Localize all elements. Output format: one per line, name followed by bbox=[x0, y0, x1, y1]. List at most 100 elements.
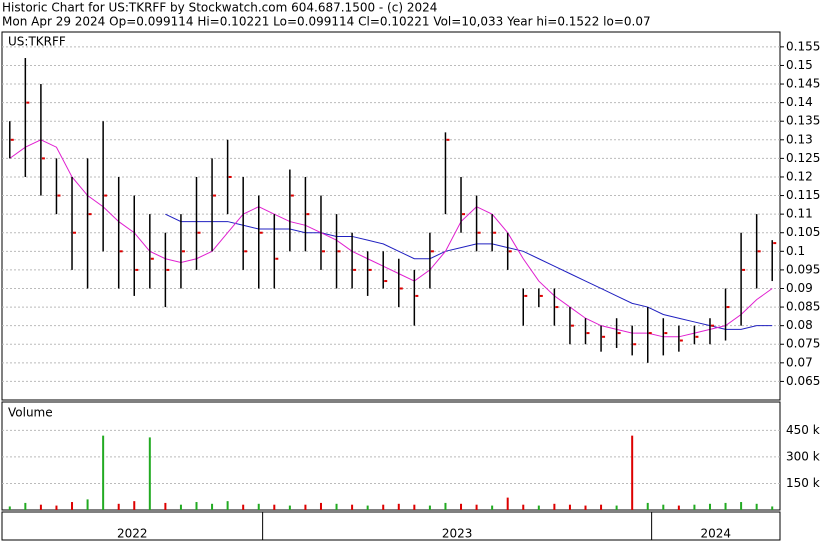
volume-bar bbox=[273, 504, 276, 510]
close-dot bbox=[399, 287, 403, 290]
close-dot bbox=[586, 332, 590, 335]
close-dot bbox=[275, 257, 279, 260]
ma-short-line bbox=[9, 139, 773, 338]
close-dot bbox=[166, 268, 170, 271]
close-dot bbox=[757, 250, 761, 253]
close-dot bbox=[88, 213, 92, 216]
volume-bar bbox=[740, 502, 743, 510]
close-dot bbox=[524, 294, 528, 297]
volume-bar bbox=[351, 504, 354, 510]
x-tick-label: 2024 bbox=[701, 527, 732, 541]
y-tick-label: 0.155 bbox=[786, 39, 820, 53]
volume-bar bbox=[600, 504, 603, 510]
close-dot bbox=[726, 306, 730, 309]
y-tick-label: 0.075 bbox=[786, 337, 820, 351]
close-dot bbox=[104, 194, 108, 197]
close-dot bbox=[244, 250, 248, 253]
close-dot bbox=[228, 175, 232, 178]
volume-bar bbox=[708, 503, 711, 510]
close-dot bbox=[773, 242, 777, 245]
y-tick-label: 0.095 bbox=[786, 262, 820, 276]
close-dot bbox=[493, 231, 497, 234]
y-tick-label: 0.105 bbox=[786, 225, 820, 239]
close-dot bbox=[353, 268, 357, 271]
close-dot bbox=[119, 250, 123, 253]
close-dot bbox=[197, 231, 201, 234]
volume-bar bbox=[397, 503, 400, 510]
volume-bar bbox=[148, 437, 151, 510]
volume-bar bbox=[382, 504, 385, 510]
volume-bar bbox=[444, 502, 447, 510]
close-dot bbox=[695, 335, 699, 338]
y-tick-label: 0.11 bbox=[786, 207, 813, 221]
close-dot bbox=[710, 324, 714, 327]
close-dot bbox=[664, 332, 668, 335]
volume-bar bbox=[724, 502, 727, 510]
volume-bar bbox=[366, 505, 369, 510]
y-tick-label: 0.12 bbox=[786, 169, 813, 183]
close-dot bbox=[26, 101, 30, 104]
close-dot bbox=[368, 268, 372, 271]
close-dot bbox=[259, 231, 263, 234]
ma-long-line bbox=[165, 213, 773, 330]
volume-bar bbox=[55, 505, 58, 510]
y-tick-label: 0.07 bbox=[786, 355, 813, 369]
volume-bar bbox=[304, 504, 307, 510]
volume-bar bbox=[71, 502, 74, 510]
volume-bar bbox=[226, 501, 229, 510]
y-tick-label: 150 k bbox=[786, 476, 820, 490]
volume-bar bbox=[491, 505, 494, 510]
close-dot bbox=[570, 324, 574, 327]
close-dot bbox=[648, 332, 652, 335]
volume-bar bbox=[242, 504, 245, 510]
y-tick-label: 0.065 bbox=[786, 374, 820, 388]
volume-bar bbox=[522, 504, 525, 510]
date-panel bbox=[1, 511, 781, 541]
volume-bar bbox=[164, 502, 167, 510]
volume-bar bbox=[24, 502, 27, 510]
volume-bar bbox=[755, 503, 758, 510]
price-panel bbox=[1, 31, 781, 401]
volume-label: Volume bbox=[8, 406, 53, 420]
x-tick-label: 2022 bbox=[117, 527, 148, 541]
chart-title: Historic Chart for US:TKRFF by Stockwatc… bbox=[2, 1, 437, 15]
close-dot bbox=[617, 332, 621, 335]
close-dot bbox=[181, 250, 185, 253]
volume-bar bbox=[179, 504, 182, 510]
y-tick-label: 450 k bbox=[786, 423, 820, 437]
volume-bar bbox=[117, 503, 120, 510]
volume-bar bbox=[133, 501, 136, 510]
y-tick-label: 300 k bbox=[786, 449, 820, 463]
volume-bar bbox=[693, 504, 696, 510]
volume-bar bbox=[428, 505, 431, 510]
close-dot bbox=[415, 294, 419, 297]
close-dot bbox=[430, 250, 434, 253]
close-dot bbox=[679, 339, 683, 342]
close-dot bbox=[508, 250, 512, 253]
y-tick-label: 0.08 bbox=[786, 318, 813, 332]
y-tick-label: 0.085 bbox=[786, 300, 820, 314]
volume-panel bbox=[1, 401, 781, 511]
volume-bar bbox=[102, 435, 105, 510]
y-tick-label: 0.09 bbox=[786, 281, 813, 295]
symbol-label: US:TKRFF bbox=[8, 35, 66, 49]
volume-bar bbox=[195, 502, 198, 510]
volume-bar bbox=[39, 504, 42, 510]
close-dot bbox=[290, 194, 294, 197]
y-tick-label: 0.145 bbox=[786, 77, 820, 91]
x-tick-label: 2023 bbox=[442, 527, 473, 541]
volume-bar bbox=[211, 503, 214, 510]
volume-bar bbox=[319, 502, 322, 510]
close-dot bbox=[477, 231, 481, 234]
close-dot bbox=[602, 335, 606, 338]
volume-bar bbox=[771, 506, 774, 510]
close-dot bbox=[539, 294, 543, 297]
volume-bar bbox=[288, 505, 291, 510]
y-tick-label: 0.125 bbox=[786, 151, 820, 165]
close-dot bbox=[384, 280, 388, 283]
volume-bar bbox=[537, 505, 540, 510]
volume-bar bbox=[8, 506, 11, 510]
volume-bar bbox=[506, 497, 509, 510]
close-dot bbox=[462, 213, 466, 216]
